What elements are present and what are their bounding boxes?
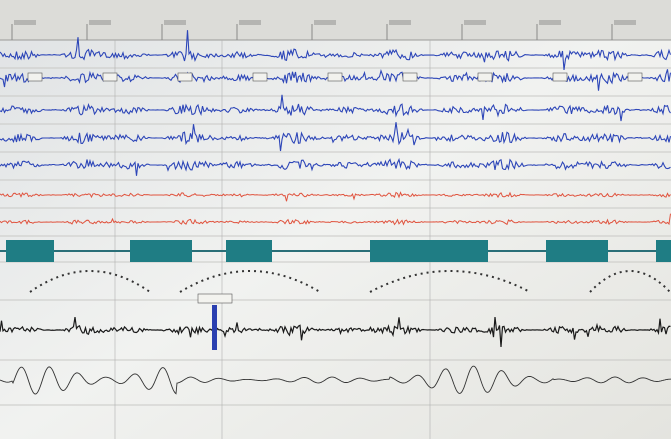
recording-screen xyxy=(0,0,671,439)
event-box xyxy=(178,73,192,81)
stage-block xyxy=(370,240,488,262)
ruler-label-box xyxy=(164,20,186,25)
stage-block xyxy=(546,240,608,262)
cursor-label xyxy=(198,294,232,303)
ruler-label-box xyxy=(14,20,36,25)
event-box xyxy=(328,73,342,81)
ruler-label-box xyxy=(89,20,111,25)
event-box xyxy=(628,73,642,81)
event-box xyxy=(403,73,417,81)
ruler-label-box xyxy=(464,20,486,25)
ruler-label-box xyxy=(314,20,336,25)
ruler-label-box xyxy=(239,20,261,25)
stage-block xyxy=(656,240,671,262)
ruler-label-box xyxy=(614,20,636,25)
event-box xyxy=(253,73,267,81)
ruler-label-box xyxy=(539,20,561,25)
background xyxy=(0,0,671,439)
event-box xyxy=(103,73,117,81)
event-box xyxy=(478,73,492,81)
cursor-marker xyxy=(212,305,217,350)
page: (() => { const svg = document.getElement… xyxy=(0,0,671,439)
event-box xyxy=(28,73,42,81)
stage-block xyxy=(226,240,272,262)
stage-block xyxy=(130,240,192,262)
ruler-label-box xyxy=(389,20,411,25)
event-box xyxy=(553,73,567,81)
stage-block xyxy=(6,240,54,262)
